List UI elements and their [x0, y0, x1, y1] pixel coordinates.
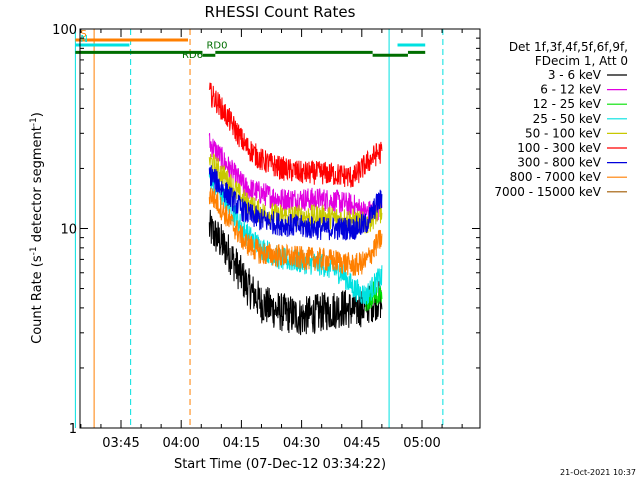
legend-label-5: 100 - 300 keV	[517, 141, 601, 155]
legend-label-2: 12 - 25 keV	[533, 97, 602, 111]
x-axis-label: Start Time (07-Dec-12 03:34:22)	[174, 457, 386, 472]
state-label-S: S	[80, 29, 86, 40]
x-tick-label-0415: 04:15	[223, 436, 260, 451]
legend-header-detectors: Det 1f,3f,4f,5f,6f,9f,	[509, 40, 628, 54]
legend: Det 1f,3f,4f,5f,6f,9f, FDecim 1, Att 0 3…	[494, 40, 628, 199]
y-tick-label-10: 10	[60, 223, 77, 238]
series-line-6	[208, 165, 383, 241]
y-tick-label-1: 1	[69, 422, 77, 437]
series-line-4	[208, 153, 383, 234]
segment-label-rd6: RD6	[182, 50, 203, 61]
series-line-5	[208, 82, 383, 188]
vertical-markers	[74, 29, 444, 428]
x-tick-label-0400: 04:00	[162, 436, 199, 451]
x-tick-label-0430: 04:30	[283, 436, 320, 451]
series-line-0	[208, 209, 383, 336]
series-line-7	[208, 187, 383, 276]
y-axis-label: Count Rate (s-1 detector segment-1)	[29, 112, 45, 344]
legend-label-6: 300 - 800 keV	[517, 156, 601, 170]
y-axis: 1 10 100	[52, 23, 480, 437]
x-tick-label-0500: 05:00	[403, 436, 440, 451]
x-tick-label-0445: 04:45	[343, 436, 380, 451]
x-axis: 03:45 04:00 04:15 04:30 04:45 05:00	[80, 29, 463, 451]
y-tick-label-100: 100	[52, 23, 77, 38]
data-series	[208, 82, 383, 336]
legend-label-4: 50 - 100 keV	[525, 126, 602, 140]
legend-header-decim: FDecim 1, Att 0	[535, 54, 628, 68]
legend-label-1: 6 - 12 keV	[540, 83, 602, 97]
x-tick-label-0345: 03:45	[102, 436, 139, 451]
state-label-N: N	[80, 34, 87, 45]
legend-label-3: 25 - 50 keV	[533, 112, 602, 126]
footer-timestamp: 21-Oct-2021 10:37	[560, 468, 636, 477]
legend-label-0: 3 - 6 keV	[548, 68, 602, 82]
legend-label-8: 7000 - 15000 keV	[494, 185, 601, 199]
segment-label-rd0: RD0	[206, 41, 227, 52]
chart-title: RHESSI Count Rates	[205, 3, 356, 21]
legend-label-7: 800 - 7000 keV	[510, 170, 602, 184]
